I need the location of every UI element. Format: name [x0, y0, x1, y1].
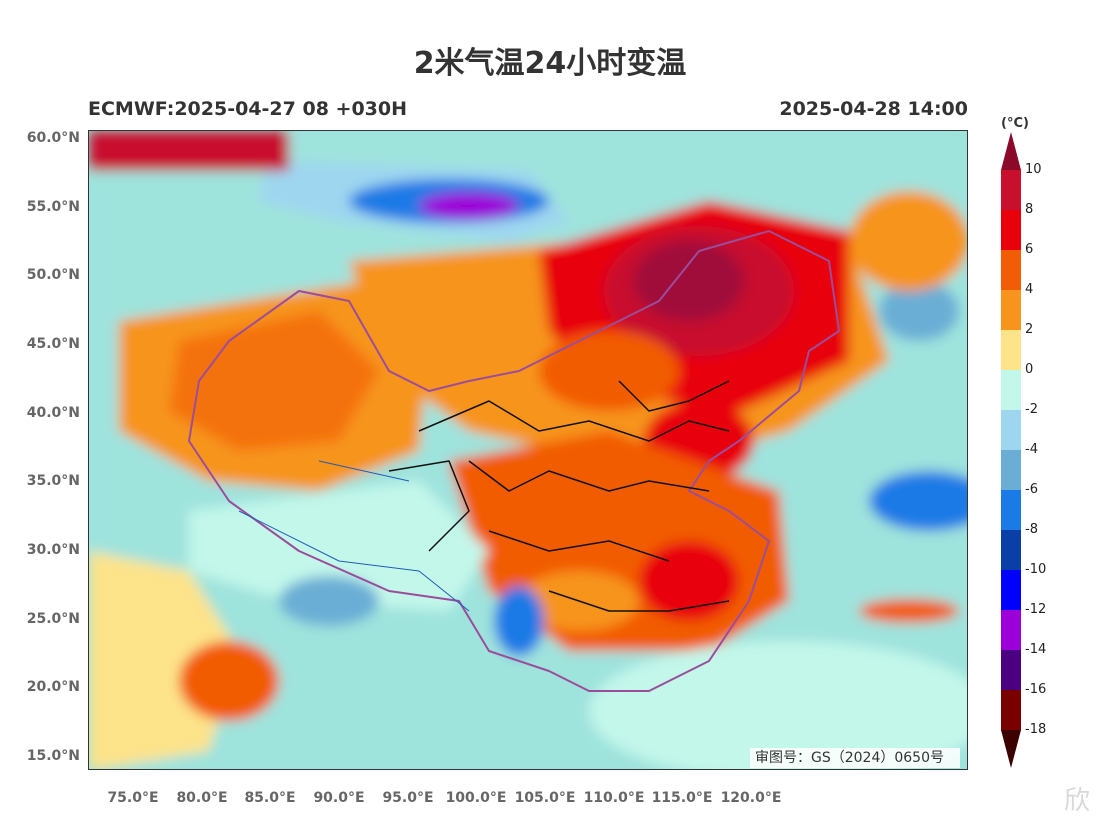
lon-tick-label: 100.0°E: [445, 790, 507, 806]
colorbar-segment: [1001, 610, 1021, 651]
colorbar-segment: [1001, 250, 1021, 291]
lon-tick-label: 75.0°E: [107, 790, 159, 806]
colorbar-level-label: 0: [1025, 362, 1034, 377]
colorbar-level-label: -6: [1025, 482, 1038, 497]
colorbar-segment: [1001, 410, 1021, 451]
temperature-change-map[interactable]: [88, 130, 968, 770]
watermark-text: 欣: [1063, 786, 1090, 816]
colorbar-level-label: -14: [1025, 642, 1047, 657]
colorbar-level-label: 2: [1025, 322, 1034, 337]
colorbar-level-label: -8: [1025, 522, 1038, 537]
lon-tick-label: 95.0°E: [382, 790, 434, 806]
lat-tick-label: 40.0°N: [26, 405, 80, 421]
colorbar-segment: [1001, 650, 1021, 691]
colorbar-level-label: -16: [1025, 682, 1047, 697]
colorbar-level-label: 10: [1025, 162, 1042, 177]
colorbar-level-label: -12: [1025, 602, 1047, 617]
colorbar-segment: [1001, 330, 1021, 371]
colorbar-level-label: -18: [1025, 722, 1047, 737]
colorbar-unit: (°C): [1001, 116, 1029, 131]
lat-tick-label: 35.0°N: [26, 473, 80, 489]
colorbar-level-label: -10: [1025, 562, 1047, 577]
lat-tick-label: 60.0°N: [26, 130, 80, 146]
colorbar-segment: [1001, 690, 1021, 731]
map-approval-number: 审图号：GS（2024）0650号: [750, 748, 960, 768]
colorbar-max-arrow: [1001, 132, 1021, 170]
lat-tick-label: 20.0°N: [26, 679, 80, 695]
colorbar-segment: [1001, 490, 1021, 531]
temperature-field: [89, 131, 967, 769]
colorbar-segment: [1001, 210, 1021, 251]
lon-tick-label: 110.0°E: [583, 790, 645, 806]
lat-tick-label: 25.0°N: [26, 611, 80, 627]
colorbar-level-label: 6: [1025, 242, 1034, 257]
map-title: 2米气温24小时变温: [413, 46, 687, 81]
lon-tick-label: 90.0°E: [313, 790, 365, 806]
model-run-label: ECMWF:2025-04-27 08 +030H: [88, 98, 408, 120]
lat-tick-label: 55.0°N: [26, 199, 80, 215]
colorbar-level-label: 8: [1025, 202, 1034, 217]
lon-tick-label: 85.0°E: [244, 790, 296, 806]
lat-tick-label: 30.0°N: [26, 542, 80, 558]
lon-tick-label: 80.0°E: [176, 790, 228, 806]
lat-tick-label: 45.0°N: [26, 336, 80, 352]
colorbar: [1001, 132, 1021, 768]
colorbar-segment: [1001, 170, 1021, 211]
lat-tick-label: 50.0°N: [26, 267, 80, 283]
colorbar-level-label: -4: [1025, 442, 1038, 457]
valid-time-label: 2025-04-28 14:00: [779, 98, 968, 120]
boundaries: [188, 230, 840, 692]
colorbar-min-arrow: [1001, 730, 1021, 768]
colorbar-segment: [1001, 370, 1021, 411]
lon-tick-label: 115.0°E: [651, 790, 713, 806]
map-canvas: [89, 131, 967, 769]
colorbar-segment: [1001, 450, 1021, 491]
colorbar-level-label: 4: [1025, 282, 1034, 297]
lon-tick-label: 105.0°E: [514, 790, 576, 806]
colorbar-segment: [1001, 530, 1021, 571]
colorbar-segment: [1001, 290, 1021, 331]
colorbar-segment: [1001, 570, 1021, 611]
lon-tick-label: 120.0°E: [720, 790, 782, 806]
colorbar-level-label: -2: [1025, 402, 1038, 417]
lat-tick-label: 15.0°N: [26, 748, 80, 764]
